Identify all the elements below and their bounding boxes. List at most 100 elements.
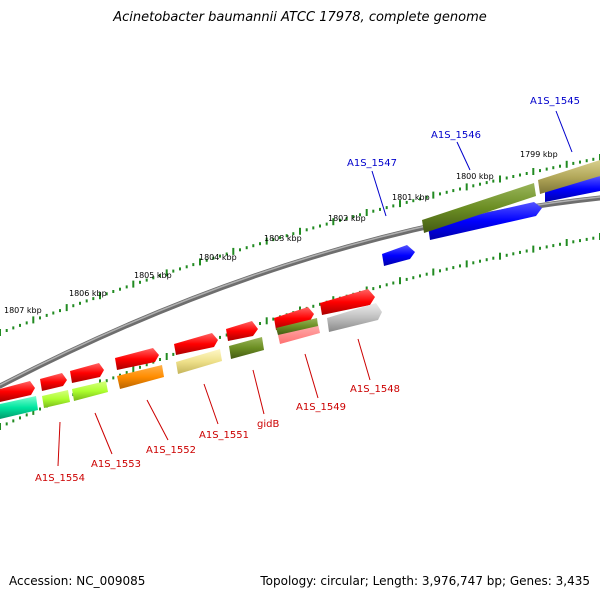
scale-bottom-tick (445, 267, 448, 271)
scale-bottom-tick (545, 245, 548, 249)
scale-bottom-tick (125, 371, 128, 375)
gene-arrow-gidb[interactable] (229, 337, 264, 359)
scale-bottom-tick (499, 252, 501, 260)
scale-bottom-tick (105, 379, 108, 383)
scale-bottom-tick (265, 317, 268, 325)
scale-top-tick (405, 200, 408, 204)
scale-bottom-tick (225, 333, 228, 337)
scale-top-tick (39, 316, 41, 320)
leader-a1s-1547 (371, 170, 387, 217)
scale-top-tick (225, 252, 228, 256)
gene-arrow-a1s-1551[interactable] (176, 349, 222, 374)
scale-bottom-tick (385, 283, 388, 287)
scale-top-tick (125, 285, 128, 289)
scale-top-tick (392, 204, 395, 208)
gene-arrow-a1s-1553[interactable] (72, 381, 108, 401)
gene-arrow-red-8[interactable] (0, 381, 35, 402)
scale-top-tick (305, 228, 308, 232)
scale-bottom-tick (5, 422, 8, 426)
gene-arrow-a1s-1549-pink[interactable] (278, 324, 320, 344)
scale-top-tick (259, 242, 261, 246)
gene-arrow-red-2[interactable] (274, 307, 314, 330)
label-a1s-1545: A1S_1545 (530, 96, 580, 107)
scale-bottom-tick (592, 236, 595, 240)
scale-bottom-tick (525, 249, 528, 253)
leader-a1s-1548 (357, 338, 371, 381)
scale-bottom-tick (379, 285, 381, 289)
leader-a1s-1546 (456, 141, 471, 171)
scale-bottom-tick (159, 358, 161, 361)
label-a1s-1551: A1S_1551 (199, 430, 249, 441)
scale-top-tick (365, 209, 368, 216)
scale-top-tick (439, 192, 441, 196)
gene-arrow-red-3[interactable] (226, 321, 258, 341)
scale-label-1806: 1806 kbp (69, 289, 107, 298)
scale-top-tick (332, 218, 335, 226)
gene-arrow-a1s-1552[interactable] (117, 365, 164, 389)
gene-arrow-a1s-1548[interactable] (327, 303, 382, 332)
scale-label-1800: 1800 kbp (456, 172, 494, 181)
gene-arrow-red-7[interactable] (40, 373, 67, 391)
scale-top-tick (92, 297, 95, 301)
label-a1s-1552: A1S_1552 (146, 445, 196, 456)
scale-bottom-tick (312, 304, 315, 308)
scale-bottom-tick (472, 261, 475, 265)
gene-arrow-top-blue-long[interactable] (428, 202, 542, 240)
scale-bottom-tick (145, 363, 148, 367)
scale-top-tick (65, 304, 68, 312)
scale-top-tick (419, 197, 421, 201)
scale-label-1803: 1803 kbp (264, 234, 302, 243)
scale-top-tick (152, 276, 155, 280)
scale-top-tick (219, 254, 221, 258)
scale-bottom-tick (419, 274, 421, 278)
scale-top-tick (172, 269, 175, 273)
gene-arrow-red-6[interactable] (70, 363, 104, 383)
scale-top-tick (352, 215, 355, 219)
scale-bottom-tick (139, 365, 141, 369)
gene-arrow-a1s-1545[interactable] (538, 160, 600, 194)
scale-bottom-tick (0, 423, 1, 430)
gene-arrow-top-blue-right[interactable] (545, 176, 600, 202)
scale-top-tick (245, 246, 248, 250)
scale-top-tick (565, 160, 568, 168)
scale-top-tick (99, 292, 101, 300)
gene-arrow-a1s-1546[interactable] (422, 183, 536, 233)
gene-arrow-teal[interactable] (0, 396, 38, 419)
scale-bottom-tick (485, 258, 488, 262)
scale-bottom-tick (272, 317, 275, 321)
scale-top-tick (545, 167, 548, 171)
scale-bottom-tick (219, 335, 221, 339)
scale-top-tick (199, 258, 201, 266)
scale-top-tick (5, 329, 8, 332)
scale-top-tick (525, 172, 528, 175)
gene-arrow-red-5[interactable] (115, 348, 159, 370)
scale-bottom-tick (25, 413, 28, 417)
map-title: Acinetobacter baumannii ATCC 17978, comp… (113, 10, 487, 25)
scale-top-tick (425, 195, 428, 199)
scale-top-tick (52, 311, 55, 315)
scale-top-tick (0, 329, 1, 336)
scale-bottom-tick (512, 252, 515, 256)
scale-top-tick (205, 258, 208, 262)
scale-top-tick (345, 217, 348, 220)
top-label-leaders (371, 110, 573, 217)
scale-top-tick (25, 321, 28, 325)
gene-arrow-a1s-1549[interactable] (276, 318, 318, 335)
scale-top-tick (512, 175, 515, 178)
bottom-gene-labels: A1S_1548 A1S_1549 gidB A1S_1551 A1S_1552… (35, 384, 400, 484)
scale-bottom-tick (452, 266, 455, 270)
scale-top-tick (505, 176, 508, 180)
label-a1s-1547: A1S_1547 (347, 158, 397, 169)
label-a1s-1553: A1S_1553 (91, 459, 141, 470)
gene-arrow-red-4[interactable] (174, 333, 218, 355)
scale-top-tick (592, 157, 595, 161)
gene-arrow-red-1[interactable] (320, 289, 375, 315)
label-a1s-1554: A1S_1554 (35, 473, 85, 484)
scale-top-tick (445, 190, 448, 194)
scale-top-tick (339, 218, 341, 222)
gene-arrow-a1s-1547[interactable] (382, 245, 415, 266)
scale-ticks-top (0, 154, 600, 336)
scale-bottom-tick (425, 272, 428, 276)
gene-arrow-a1s-1554[interactable] (42, 390, 70, 408)
